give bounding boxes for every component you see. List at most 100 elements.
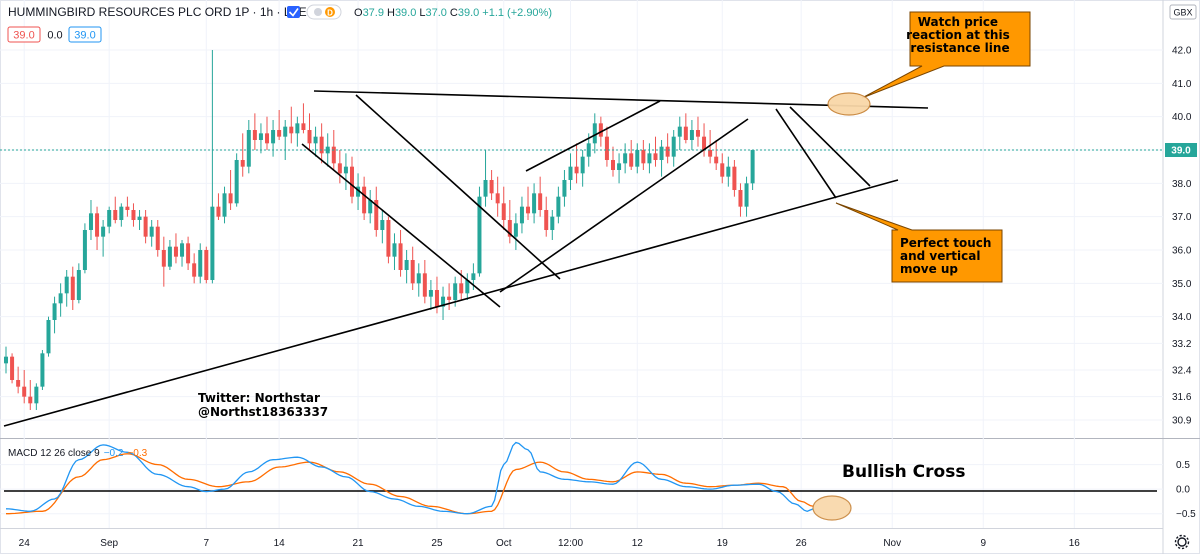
rising-channel-lower-line[interactable]: [499, 118, 749, 293]
candle-body: [362, 186, 367, 214]
candle-body: [64, 276, 69, 294]
candle: [22, 370, 27, 404]
candle-body: [617, 163, 622, 170]
candle-body: [88, 213, 93, 230]
candle-body: [368, 200, 373, 214]
candle-body: [483, 180, 488, 197]
candle-body: [34, 386, 39, 404]
time-tick-label: 16: [1069, 538, 1081, 549]
settings-gear-icon[interactable]: [1174, 534, 1190, 550]
candle-body: [186, 243, 191, 264]
candle: [58, 283, 63, 317]
candle: [95, 206, 100, 250]
candle-body: [167, 246, 172, 267]
resistance-callout-box: [861, 11, 1031, 99]
time-tick-label: Sep: [100, 538, 118, 549]
macd-legend: MACD 12 26 close 9 −0.2 −0.3: [8, 448, 148, 459]
falling-channel-upper-line[interactable]: [355, 94, 561, 280]
candle: [647, 143, 652, 174]
candle-body: [398, 243, 403, 270]
candle-body: [143, 216, 148, 237]
candle: [222, 186, 227, 224]
macd-tick-label: 0.5: [1176, 460, 1190, 471]
candle: [532, 183, 537, 224]
visibility-eye-icon[interactable]: [287, 6, 300, 18]
candle: [513, 213, 518, 250]
candle-body: [192, 263, 197, 277]
price-tick-label: 33.2: [1172, 339, 1192, 350]
candle: [428, 280, 433, 310]
last-price-tag-label: 39.0: [1171, 146, 1191, 157]
candle: [198, 243, 203, 284]
candle-body: [337, 163, 342, 174]
candle: [325, 133, 330, 167]
touch-callout-box: [835, 202, 1003, 283]
candle: [574, 143, 579, 184]
dot-icon: [314, 8, 322, 16]
macd-signal-line: [6, 453, 814, 515]
buy-price-box[interactable]: 39.0: [68, 26, 102, 43]
candle: [301, 103, 306, 134]
candle: [380, 210, 385, 244]
candle-body: [343, 166, 348, 174]
candle-body: [574, 166, 579, 174]
falling-channel-lower-line[interactable]: [301, 143, 501, 308]
candle: [319, 123, 324, 164]
ascending-support-line[interactable]: [3, 179, 899, 427]
macd-line: [5, 441, 814, 515]
time-tick-label: 25: [431, 538, 443, 549]
candle-body: [447, 296, 452, 300]
time-tick-label: 24: [19, 538, 31, 549]
price-tick-label: 38.0: [1172, 179, 1192, 190]
candle: [125, 196, 130, 217]
candle-body: [720, 163, 725, 177]
rising-channel-upper-line[interactable]: [525, 100, 661, 172]
candle: [137, 210, 142, 230]
wedge-upper-line[interactable]: [789, 106, 871, 187]
candle: [489, 170, 494, 200]
resistance-callout-text: Watch price reaction at this resistance …: [906, 15, 1014, 55]
candle-body: [501, 203, 506, 220]
candle-body: [228, 193, 233, 204]
candle-body: [216, 206, 221, 217]
currency-badge[interactable]: GBX: [1169, 4, 1197, 20]
candle: [149, 220, 154, 247]
price-axis[interactable]: 42.0 41.0 40.0 39.0 38.0 37.0 36.0 35.0 34.0 33.2…: [1172, 46, 1192, 427]
resistance-callout[interactable]: Watch price reaction at this resistance …: [827, 11, 1031, 116]
touch-callout[interactable]: Perfect touch and vertical move up: [835, 202, 1003, 283]
candle: [702, 123, 707, 157]
candle: [568, 153, 573, 190]
wedge-lower-line[interactable]: [775, 108, 837, 199]
sell-price-box[interactable]: 39.0: [7, 26, 41, 43]
candle-body: [732, 166, 737, 190]
candle: [82, 223, 87, 274]
macd-axis[interactable]: 0.5 0.0 −0.5: [1176, 460, 1196, 520]
candle-body: [28, 396, 33, 404]
time-tick-label: 26: [796, 538, 808, 549]
symbol-title[interactable]: HUMMINGBIRD RESOURCES PLC ORD 1P · 1h · …: [8, 5, 307, 19]
candle: [507, 200, 512, 244]
candle: [277, 110, 282, 140]
candle: [173, 233, 178, 264]
candle-body: [659, 146, 664, 160]
candle: [665, 133, 670, 164]
candle-body: [477, 196, 482, 274]
time-tick-label: 21: [352, 538, 364, 549]
trendlines[interactable]: [3, 90, 929, 427]
candle-body: [4, 356, 8, 364]
resistance-highlight-circle: [827, 92, 871, 116]
last-price-tag: 39.0: [1165, 143, 1197, 157]
candle-body: [252, 130, 257, 140]
resistance-line[interactable]: [313, 90, 929, 109]
candle: [465, 273, 470, 300]
candle: [143, 210, 148, 244]
time-axis[interactable]: 24 Sep 7 14 21 25 Oct 12:00 12 19 26 Nov 9 16: [19, 538, 1081, 549]
candle: [34, 383, 39, 410]
candle-body: [210, 206, 215, 280]
symbol-badges[interactable]: D: [306, 4, 342, 20]
candle-body: [222, 193, 227, 217]
candle: [629, 140, 634, 170]
candle: [52, 296, 57, 334]
candle-body: [289, 126, 294, 134]
